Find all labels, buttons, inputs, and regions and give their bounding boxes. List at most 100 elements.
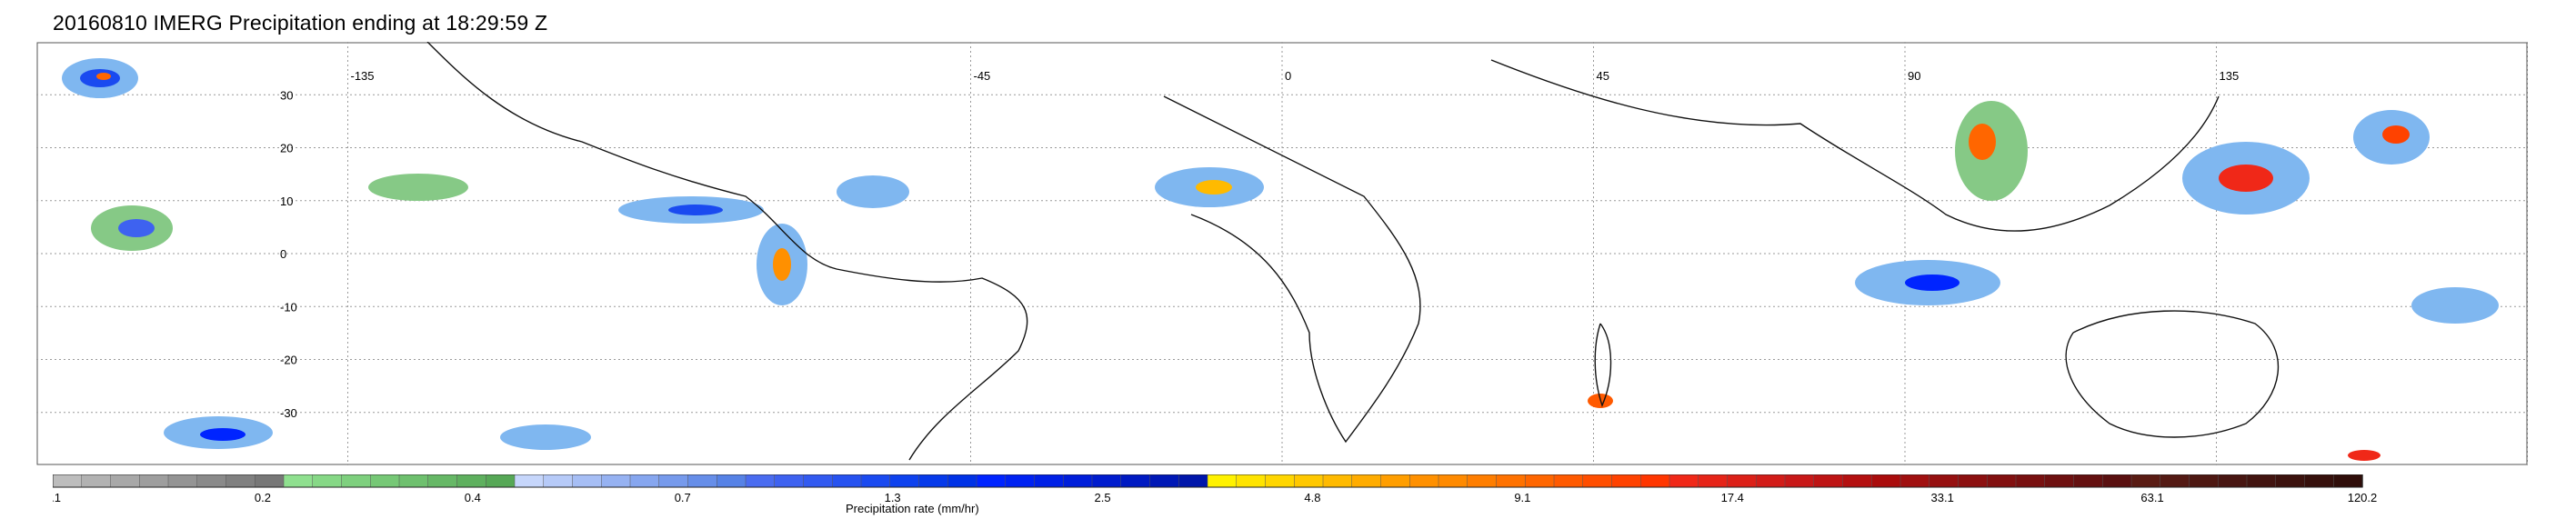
colorbar-segment <box>139 474 169 488</box>
colorbar-segment <box>456 474 486 488</box>
colorbar-segment <box>341 474 371 488</box>
colorbar-segment <box>803 474 833 488</box>
colorbar-segment <box>976 474 1007 488</box>
precip-cell <box>1969 124 1996 160</box>
precip-cell <box>368 174 468 201</box>
colorbar-segment <box>1611 474 1641 488</box>
colorbar-segment <box>1120 474 1151 488</box>
colorbar-segment <box>687 474 717 488</box>
colorbar-segment <box>1294 474 1324 488</box>
colorbar-segment <box>1409 474 1439 488</box>
colorbar-segment <box>1842 474 1872 488</box>
colorbar-segment <box>1698 474 1729 488</box>
precip-cell <box>668 205 723 215</box>
colorbar-segment <box>1813 474 1844 488</box>
colorbar-segment <box>226 474 256 488</box>
lon-tick-label: -45 <box>974 69 991 83</box>
precip-cell <box>200 428 246 441</box>
colorbar-tick-label: 0.1 <box>53 491 61 504</box>
colorbar-segment <box>1640 474 1670 488</box>
coastlines <box>426 42 2280 461</box>
lon-tick-label: 135 <box>2220 69 2240 83</box>
colorbar-segment <box>1756 474 1786 488</box>
precip-cell <box>2219 165 2273 192</box>
colorbar-segment <box>1553 474 1584 488</box>
colorbar-segment <box>312 474 343 488</box>
colorbar-tick-label: 33.1 <box>1931 491 1954 504</box>
colorbar-segment <box>1899 474 1930 488</box>
precip-cell <box>2348 450 2381 461</box>
colorbar-segment <box>1322 474 1353 488</box>
colorbar-segment <box>1236 474 1267 488</box>
colorbar-segment <box>1496 474 1526 488</box>
lat-tick-label: 30 <box>280 88 293 102</box>
colorbar-segment <box>1063 474 1093 488</box>
colorbar-segment <box>717 474 747 488</box>
colorbar-segment <box>745 474 776 488</box>
precip-cell <box>837 175 909 208</box>
colorbar-segment <box>1669 474 1699 488</box>
map-gridlines <box>36 42 2528 465</box>
colorbar-segment <box>1467 474 1498 488</box>
coastline-madagascar <box>1594 323 1612 407</box>
page-title: 20160810 IMERG Precipitation ending at 1… <box>53 11 548 35</box>
colorbar-segment <box>2044 474 2075 488</box>
colorbar-segment <box>1034 474 1064 488</box>
colorbar-segment <box>572 474 602 488</box>
colorbar-segment <box>1438 474 1468 488</box>
colorbar-segment <box>370 474 400 488</box>
colorbar-segment <box>110 474 140 488</box>
precip-cell <box>1905 274 1960 291</box>
precip-cell <box>2411 287 2499 324</box>
lat-tick-label: 20 <box>280 142 293 155</box>
colorbar-tick-label: 0.2 <box>255 491 271 504</box>
colorbar-segment <box>1178 474 1208 488</box>
colorbar-segment <box>2189 474 2219 488</box>
colorbar-segment <box>2275 474 2306 488</box>
colorbar-segment <box>947 474 977 488</box>
lat-tick-label: -30 <box>280 406 297 420</box>
colorbar-tick-label: 4.8 <box>1304 491 1320 504</box>
colorbar-segment <box>1871 474 1901 488</box>
colorbar-segment <box>2102 474 2132 488</box>
colorbar-segments <box>53 474 2363 488</box>
precip-cell <box>96 73 111 80</box>
colorbar-segment <box>543 474 574 488</box>
colorbar-segment <box>658 474 689 488</box>
colorbar-segment <box>255 474 285 488</box>
colorbar-segment <box>1091 474 1122 488</box>
colorbar-tick-label: 9.1 <box>1514 491 1530 504</box>
lat-tick-label: 10 <box>280 195 293 208</box>
colorbar-segment <box>601 474 631 488</box>
colorbar-segment <box>2073 474 2103 488</box>
lon-tick-label: 0 <box>1285 69 1291 83</box>
colorbar-segment <box>1929 474 1960 488</box>
colorbar-segment <box>196 474 227 488</box>
colorbar-segment <box>283 474 314 488</box>
coastline-asia <box>1490 59 2220 232</box>
colorbar-segment <box>167 474 198 488</box>
longitude-ticks: -135-4504590135180 <box>351 69 2240 83</box>
colorbar-tick-label: 120.2 <box>2348 491 2378 504</box>
colorbar-segment <box>1380 474 1410 488</box>
colorbar-segment <box>1207 474 1238 488</box>
colorbar-segment <box>2130 474 2161 488</box>
colorbar-segment <box>427 474 458 488</box>
lon-tick-label: 45 <box>1597 69 1609 83</box>
colorbar-segment <box>486 474 516 488</box>
colorbar-segment <box>81 474 112 488</box>
colorbar-segment <box>860 474 891 488</box>
colorbar-segment <box>1265 474 1295 488</box>
colorbar-outline <box>53 474 2363 488</box>
colorbar-tick-label: 0.4 <box>465 491 481 504</box>
latitude-ticks: 30 20 10 0 -10 -20 -30 <box>280 88 297 420</box>
precip-cell <box>118 219 155 237</box>
coastline-africa-europe <box>1163 95 1421 444</box>
lat-tick-label: -20 <box>280 354 297 367</box>
colorbar-tick-label: 2.5 <box>1095 491 1111 504</box>
precip-cell <box>773 248 791 281</box>
precip-cell <box>2382 125 2410 144</box>
colorbar-tick-label: 0.7 <box>675 491 691 504</box>
colorbar-title: Precipitation rate (mm/hr) <box>846 502 979 515</box>
colorbar-segment <box>1149 474 1179 488</box>
